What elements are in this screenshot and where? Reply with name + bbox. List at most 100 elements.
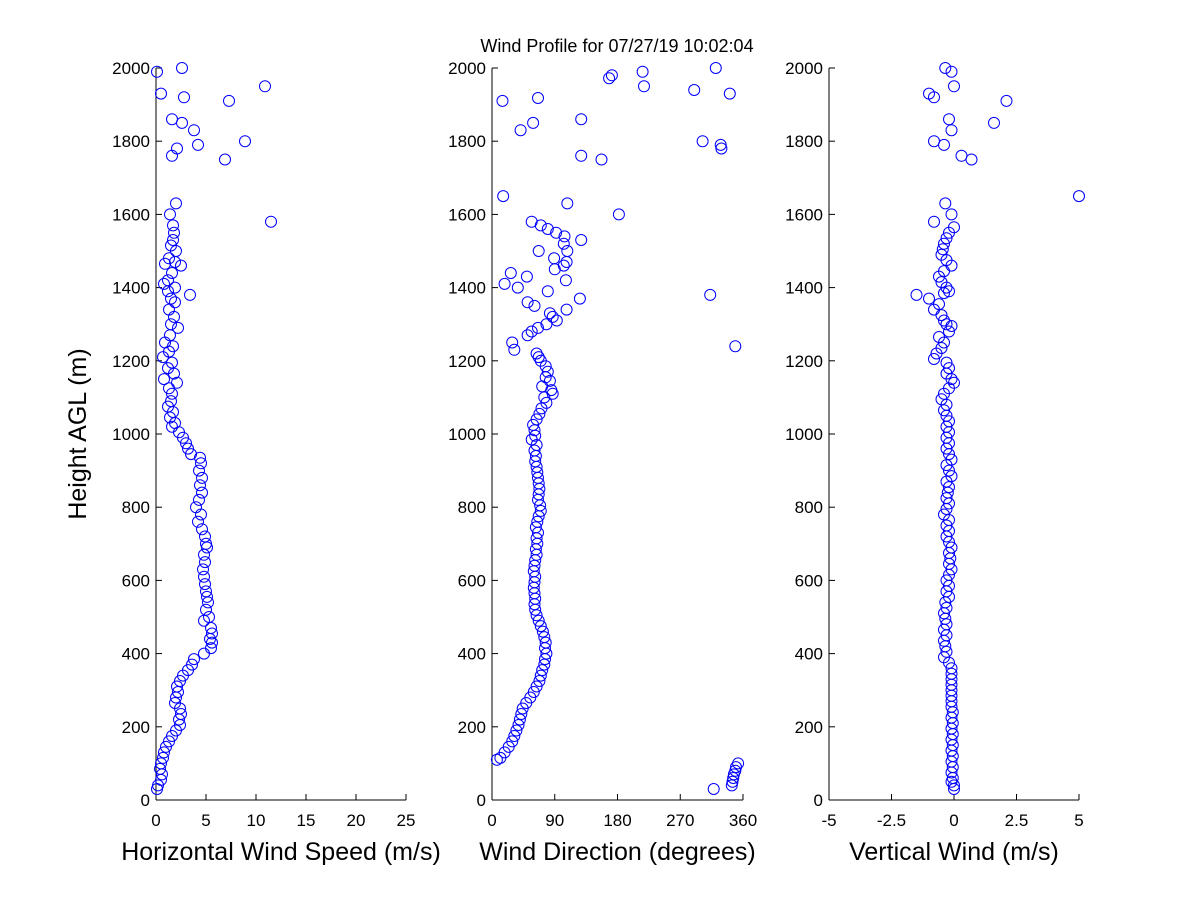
data-point [938,607,950,620]
data-point [543,307,556,320]
data-point [534,669,547,682]
data-point [938,138,950,151]
x-tick-label: 0 [949,811,958,830]
data-point [928,215,940,228]
data-point [541,285,554,298]
y-tick-label: 1600 [448,205,486,224]
data-point [723,87,736,100]
data-point [532,92,544,104]
data-point [540,318,553,331]
data-point [511,281,524,294]
data-point [182,442,194,455]
data-point [715,142,728,155]
data-point [923,292,935,305]
y-tick-label: 400 [122,645,150,664]
data-point [206,636,218,649]
data-point [938,387,950,400]
data-point [945,563,958,576]
data-point [729,340,742,353]
data-point [532,614,545,627]
y-tick-label: 1600 [785,205,823,224]
y-axis-ticks: 0 200 400 600 800 1000 1200 1400 1600 1800 2000 [785,59,835,810]
data-point [219,153,231,166]
data-point [943,497,955,510]
data-point [945,766,958,779]
data-point [638,80,650,93]
data-point [948,783,960,795]
vertical-wind-panel: 0 200 400 600 800 1000 1200 1400 1600 1800 2000 -5… [785,59,1085,866]
data-point [727,772,740,784]
data-points [151,62,277,795]
data-point [538,391,551,404]
x-tick-label: 360 [729,811,757,830]
data-point [198,614,210,627]
data-point [525,325,538,338]
x-tick-label: 0 [151,811,160,830]
data-point [259,80,271,93]
data-point [940,318,953,331]
data-point [725,779,738,792]
data-point [530,609,543,622]
data-point [938,404,950,417]
data-point [561,197,574,210]
data-point [170,197,182,210]
data-point [612,208,625,221]
data-point [557,237,570,250]
data-point [943,226,955,239]
x-tick-label: 270 [666,811,694,830]
data-point [169,281,181,294]
data-point [550,314,563,327]
data-point [532,493,544,506]
data-point [196,471,208,484]
data-point [939,197,952,210]
data-point [535,402,548,415]
data-point [940,232,953,245]
data-point [560,256,573,268]
data-point [546,387,559,400]
x-tick-label: 20 [347,811,366,830]
data-point [167,219,179,232]
y-tick-label: 1200 [785,352,823,371]
data-point [536,664,549,677]
data-point [173,713,185,726]
y-tick-label: 600 [458,571,486,590]
data-point [158,277,170,290]
y-tick-label: 1200 [448,352,486,371]
y-axis-ticks: 0 200 400 600 800 1000 1200 1400 1600 1800 2000 [112,59,162,810]
data-point [940,442,953,455]
data-point [938,287,950,300]
data-point [529,429,542,442]
y-tick-label: 1400 [112,279,150,298]
x-tick-label: 25 [397,811,416,830]
data-point [168,367,180,380]
data-point [936,243,949,256]
x-tick-label: 90 [545,811,564,830]
data-point [943,362,955,375]
data-point [168,226,180,239]
y-tick-label: 200 [458,718,486,737]
y-tick-label: 2000 [785,59,823,78]
data-point [575,113,588,126]
x-axis-label: Wind Direction (degrees) [479,838,756,866]
y-tick-label: 1800 [448,132,486,151]
y-tick-label: 2000 [112,59,150,78]
data-point [533,675,546,687]
data-point [943,285,955,298]
data-point [527,116,540,129]
data-point [195,508,207,521]
data-point [939,62,952,74]
data-point [166,387,178,400]
x-tick-label: 180 [603,811,631,830]
data-point [163,735,175,748]
data-point [928,91,940,104]
data-point [158,746,170,759]
data-point [168,310,180,323]
data-point [496,94,509,107]
data-point [514,124,527,137]
data-point [533,407,546,420]
data-point [945,373,958,386]
figure-title: Wind Profile for 07/27/19 10:02:04 [480,36,753,56]
data-point [933,270,945,283]
data-point [158,373,170,386]
